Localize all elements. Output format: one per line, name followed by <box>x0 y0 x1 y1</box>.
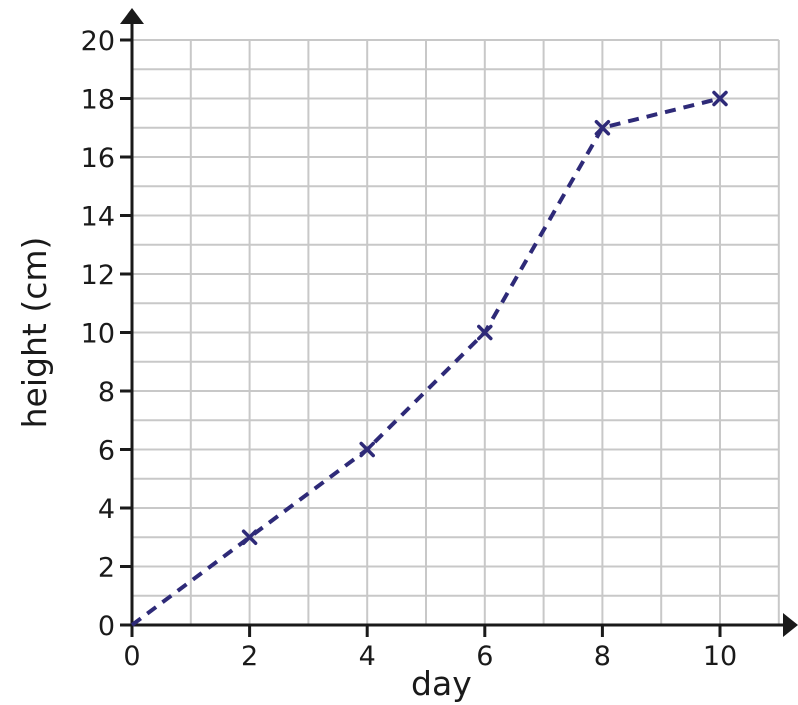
y-tick-label: 2 <box>98 553 115 584</box>
data-point-marker <box>712 90 728 107</box>
y-tick-label: 20 <box>81 26 115 57</box>
y-tick-label: 10 <box>81 319 115 350</box>
marker-stroke <box>241 529 258 545</box>
y-axis-arrowhead <box>120 8 144 24</box>
y-tick-label: 12 <box>81 260 115 291</box>
marker-stroke <box>359 441 375 458</box>
x-axis-arrowhead <box>783 613 798 637</box>
y-tick-label: 6 <box>98 436 115 467</box>
x-tick-labels: 0 2 4 6 8 10 <box>123 625 737 672</box>
marker-stroke <box>594 120 611 136</box>
x-axis-title: day <box>411 664 472 703</box>
data-point-marker <box>594 120 611 136</box>
grid <box>132 39 780 625</box>
y-tick-label: 4 <box>98 494 115 525</box>
marker-stroke <box>712 90 728 107</box>
y-axis-title: height (cm) <box>15 237 54 429</box>
x-tick-label: 6 <box>476 641 493 672</box>
x-tick-label: 2 <box>241 641 258 672</box>
data-point-marker <box>241 529 258 545</box>
x-tick-label: 8 <box>594 641 611 672</box>
y-tick-labels: 0 2 4 6 8 10 12 14 16 18 20 <box>81 26 132 642</box>
y-tick-label: 14 <box>81 202 115 233</box>
y-tick-label: 8 <box>98 377 115 408</box>
y-tick-label: 16 <box>81 143 115 174</box>
x-tick-label: 10 <box>703 641 737 672</box>
y-tick-label: 18 <box>81 85 115 116</box>
data-point-marker <box>359 441 375 458</box>
marker-stroke <box>477 324 493 341</box>
series-line <box>130 96 721 627</box>
x-tick-label: 4 <box>359 641 376 672</box>
data-point-marker <box>477 324 493 341</box>
y-tick-label: 0 <box>98 611 115 642</box>
x-tick-label: 0 <box>123 641 140 672</box>
axes <box>120 8 798 637</box>
series <box>130 90 728 627</box>
